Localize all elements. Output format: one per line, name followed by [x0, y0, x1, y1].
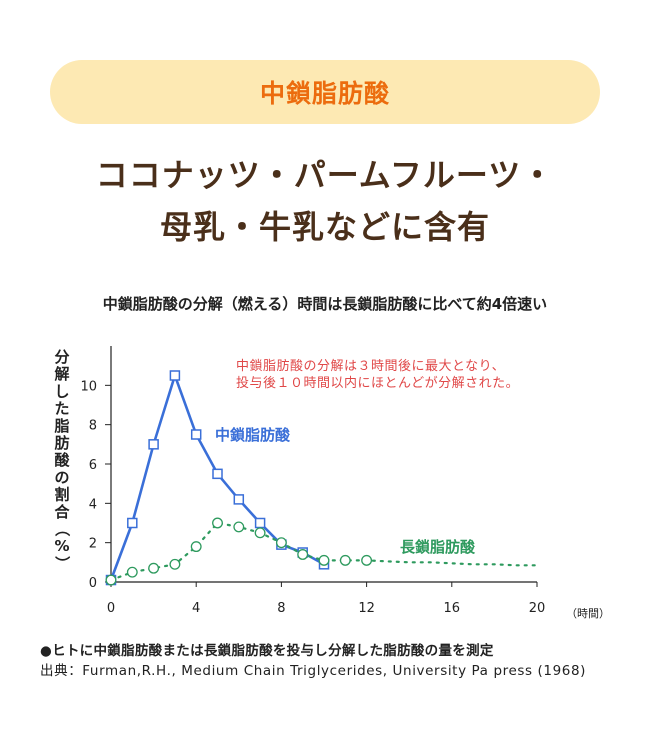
- y-axis-label-char: た: [54, 400, 69, 418]
- y-axis-label-char: 酸: [54, 451, 70, 469]
- data-point-circle: [254, 527, 266, 539]
- data-point-circle: [148, 562, 160, 574]
- x-tick-label: 12: [358, 601, 375, 616]
- y-tick-label: 10: [80, 379, 97, 394]
- y-axis-label-char: 割: [54, 486, 69, 504]
- x-tick-label: 16: [444, 601, 461, 616]
- y-axis-label-char: 脂: [54, 417, 69, 435]
- x-axis-label: （時間）: [566, 607, 610, 620]
- y-tick-label: 0: [89, 576, 97, 591]
- badge-label: 中鎖脂肪酸: [259, 79, 390, 108]
- y-axis-label-char: 合: [53, 503, 70, 521]
- y-tick-label: 2: [89, 537, 97, 552]
- x-tick-label: 20: [529, 601, 546, 616]
- chart-annotation-line: 中鎖脂肪酸の分解は３時間後に最大となり、: [236, 358, 505, 374]
- data-point-circle: [126, 566, 138, 578]
- y-axis-label-char: %: [54, 537, 69, 555]
- data-point-square: [169, 370, 181, 381]
- x-tick-label: 4: [192, 601, 200, 616]
- y-axis-label-char: の: [54, 468, 69, 486]
- data-point-circle: [361, 554, 373, 566]
- y-axis-label-char: 分: [54, 348, 69, 366]
- x-tick-label: 8: [277, 601, 285, 616]
- chart-title: 中鎖脂肪酸の分解（燃える）時間は長鎖脂肪酸に比べて約4倍速い: [102, 295, 548, 313]
- x-tick-label: 0: [107, 601, 115, 616]
- category-badge: 中鎖脂肪酸: [50, 60, 600, 124]
- headline-line-2: 母乳・牛乳などに含有: [159, 208, 490, 246]
- y-axis-label-char: し: [54, 382, 69, 400]
- data-point-circle: [169, 558, 181, 570]
- footnote-source: 出典：Furman,R.H., Medium Chain Triglycerid…: [40, 663, 587, 679]
- data-point-circle: [233, 521, 245, 533]
- data-point-circle: [275, 537, 287, 549]
- headline-line-1: ココナッツ・パームフルーツ・: [95, 156, 555, 194]
- y-axis-label-char: 肪: [54, 434, 69, 452]
- y-axis-label-char: （: [53, 521, 71, 536]
- y-tick-label: 4: [89, 497, 97, 512]
- y-axis-label-char: ）: [53, 556, 71, 571]
- data-point-circle: [297, 549, 309, 560]
- footnote-method: ●ヒトに中鎖脂肪酸または長鎖脂肪酸を投与し分解した脂肪酸の量を測定: [40, 643, 494, 659]
- data-point-square: [233, 494, 245, 505]
- y-tick-label: 8: [89, 419, 97, 434]
- y-tick-label: 6: [89, 458, 97, 473]
- data-point-square: [148, 439, 159, 450]
- data-point-circle: [105, 574, 117, 586]
- data-point-circle: [339, 554, 351, 566]
- data-point-square: [127, 517, 138, 529]
- data-point-square: [254, 517, 266, 529]
- data-point-circle: [318, 554, 330, 566]
- data-point-circle: [212, 517, 223, 529]
- series-label-medium-chain: 中鎖脂肪酸: [215, 426, 291, 444]
- series-label-long-chain: 長鎖脂肪酸: [400, 538, 476, 556]
- data-point-circle: [190, 541, 202, 553]
- y-axis-label-char: 解: [54, 365, 69, 383]
- chart-annotation-line: 投与後１０時間以内にほとんどが分解された。: [236, 375, 519, 391]
- data-point-square: [190, 429, 202, 440]
- data-point-square: [212, 468, 223, 480]
